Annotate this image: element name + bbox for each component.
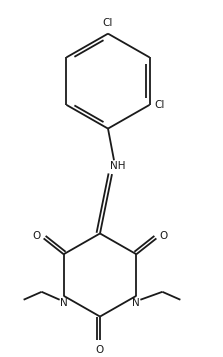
Text: O: O [32,231,41,241]
Text: Cl: Cl [103,18,113,28]
Text: N: N [60,298,68,308]
Text: Cl: Cl [155,100,165,110]
Text: NH: NH [110,161,126,171]
Text: O: O [159,231,168,241]
Text: O: O [96,345,104,355]
Text: N: N [132,298,140,308]
